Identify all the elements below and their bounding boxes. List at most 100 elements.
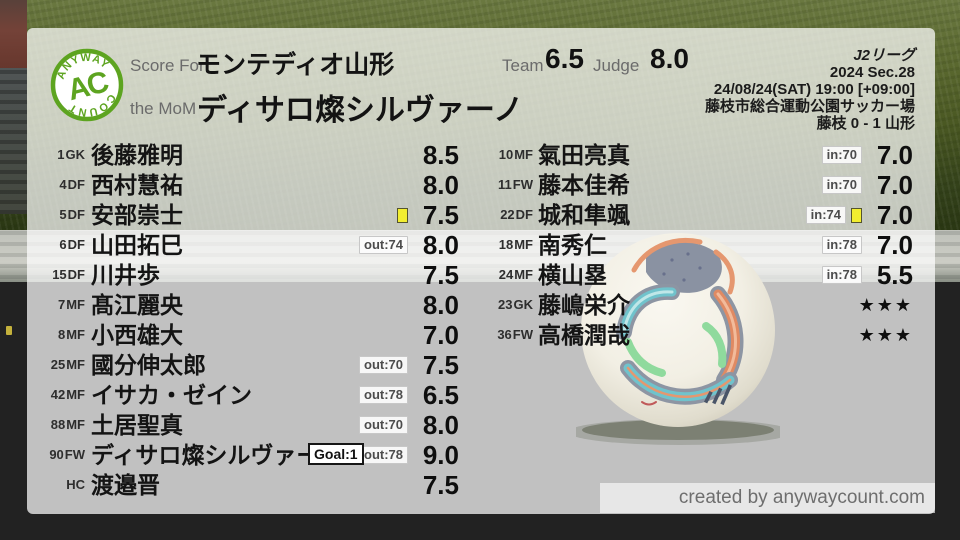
player-row: 11FW 藤本佳希 in:70 7.0 — [493, 170, 913, 200]
player-row: 90FW ディサロ燦シルヴァーノ Goal:1 out:78 9.0 — [40, 440, 459, 470]
rating-group: 7.0 — [413, 320, 459, 350]
player-position: FW — [512, 327, 533, 342]
player-name: 安部崇士 — [91, 202, 183, 228]
player-score: 7.5 — [422, 260, 459, 290]
rating-group: out:70 8.0 — [359, 410, 459, 440]
player-position: MF — [66, 297, 85, 312]
player-score: 8.0 — [422, 230, 459, 260]
player-row: 42MF イサカ・ゼイン out:78 6.5 — [40, 380, 459, 410]
judge-score-value: 8.0 — [650, 43, 689, 74]
player-number: 10 — [498, 147, 514, 162]
player-position: DF — [67, 237, 85, 252]
player-number: 24 — [498, 267, 514, 282]
goal-badge: Goal:1 — [308, 443, 364, 465]
player-number-position: 11FW — [493, 170, 533, 200]
substitution-badge: out:78 — [359, 446, 408, 464]
player-position: MF — [66, 327, 85, 342]
player-number: 1 — [57, 147, 65, 162]
player-position: MF — [514, 147, 533, 162]
player-number: 23 — [498, 297, 513, 312]
team-score-label: Team — [502, 56, 544, 75]
match-info-block: J2リーグ 2024 Sec.28 24/08/24(SAT) 19:00 [+… — [705, 47, 915, 132]
player-row: 25MF 國分伸太郎 out:70 7.5 — [40, 350, 459, 380]
rating-group: in:70 7.0 — [821, 170, 913, 200]
player-number: 90 — [49, 447, 64, 462]
player-name: ディサロ燦シルヴァーノ — [91, 442, 342, 468]
rating-group: 7.5 — [413, 470, 459, 500]
player-number: 7 — [57, 297, 66, 312]
player-number-position: 10MF — [493, 140, 533, 170]
player-number: 25 — [50, 357, 66, 372]
player-name: イサカ・ゼイン — [91, 382, 252, 408]
player-number-position: HC — [40, 470, 85, 500]
player-position: GK — [65, 147, 86, 162]
player-score: 7.0 — [876, 230, 913, 260]
player-score: 7.5 — [422, 350, 459, 380]
match-datetime: 24/08/24(SAT) 19:00 [+09:00] — [713, 81, 915, 98]
rating-group: out:74 8.0 — [359, 230, 459, 260]
player-name: 國分伸太郎 — [91, 352, 206, 378]
rating-group: 8.0 — [413, 170, 459, 200]
player-score: 9.0 — [422, 440, 459, 470]
player-row: 15DF 川井歩 7.5 — [40, 260, 459, 290]
player-number: 4 — [59, 177, 67, 192]
substitution-badge: out:70 — [359, 416, 408, 434]
player-number: 22 — [500, 207, 515, 222]
player-row: 8MF 小西雄大 7.0 — [40, 320, 459, 350]
player-number: 88 — [50, 417, 66, 432]
player-score: 5.5 — [876, 260, 913, 290]
player-score: 7.0 — [876, 170, 913, 200]
player-position: DF — [67, 177, 85, 192]
player-name: 城和隼颯 — [538, 202, 630, 228]
player-position: MF — [514, 237, 533, 252]
credit-bar: created by anywaycount.com — [600, 483, 935, 513]
player-position: MF — [66, 387, 85, 402]
stadium-red-seats-edge — [0, 0, 27, 68]
player-name: 後藤雅明 — [91, 142, 183, 168]
player-name: 横山塁 — [538, 262, 607, 288]
player-position: FW — [512, 177, 533, 192]
substitution-badge: in:78 — [821, 236, 862, 254]
rating-group: 8.0 — [413, 290, 459, 320]
player-row: 5DF 安部崇士 7.5 — [40, 200, 459, 230]
rating-group: in:74 7.0 — [805, 200, 913, 230]
player-position: DF — [67, 267, 85, 282]
player-name: 渡邉晋 — [91, 472, 160, 498]
player-position: GK — [513, 297, 534, 312]
player-name: 川井歩 — [91, 262, 160, 288]
rating-group: in:70 7.0 — [821, 140, 913, 170]
player-row: 7MF 髙江麗央 8.0 — [40, 290, 459, 320]
rating-group: ★★★ — [859, 290, 913, 320]
player-row: 24MF 横山塁 in:78 5.5 — [493, 260, 913, 290]
score-for-label: Score For — [130, 56, 205, 75]
substitution-badge: in:70 — [821, 176, 862, 194]
match-result: 藤枝 0 - 1 山形 — [816, 115, 915, 132]
player-number: 8 — [57, 327, 66, 342]
player-score: 7.0 — [422, 320, 459, 350]
player-name: 山田拓巳 — [91, 232, 183, 258]
player-position: DF — [67, 207, 85, 222]
substitution-badge: out:78 — [359, 386, 408, 404]
player-score: 6.5 — [422, 380, 459, 410]
rating-group: 8.5 — [413, 140, 459, 170]
player-number: 18 — [498, 237, 514, 252]
player-number-position: 6DF — [40, 230, 85, 260]
league-name: J2リーグ — [853, 47, 915, 64]
player-name: 藤嶋栄介 — [538, 292, 630, 318]
stars-rating: ★★★ — [858, 325, 913, 345]
credit-text: created by anywaycount.com — [678, 487, 925, 508]
player-row: 1GK 後藤雅明 8.5 — [40, 140, 459, 170]
player-number-position: 22DF — [493, 200, 533, 230]
substitution-badge: in:78 — [821, 266, 862, 284]
team-name: モンテディオ山形 — [196, 51, 395, 79]
player-score: 8.0 — [422, 410, 459, 440]
substitution-badge: in:70 — [821, 146, 862, 164]
rating-group: ★★★ — [859, 320, 913, 350]
player-row: 36FW 高橋潤哉 ★★★ — [493, 320, 913, 350]
player-number-position: 15DF — [40, 260, 85, 290]
season-round: 2024 Sec.28 — [829, 64, 915, 81]
yellow-card-icon — [397, 207, 408, 223]
substitution-badge: out:70 — [359, 356, 408, 374]
player-number-position: 88MF — [40, 410, 85, 440]
